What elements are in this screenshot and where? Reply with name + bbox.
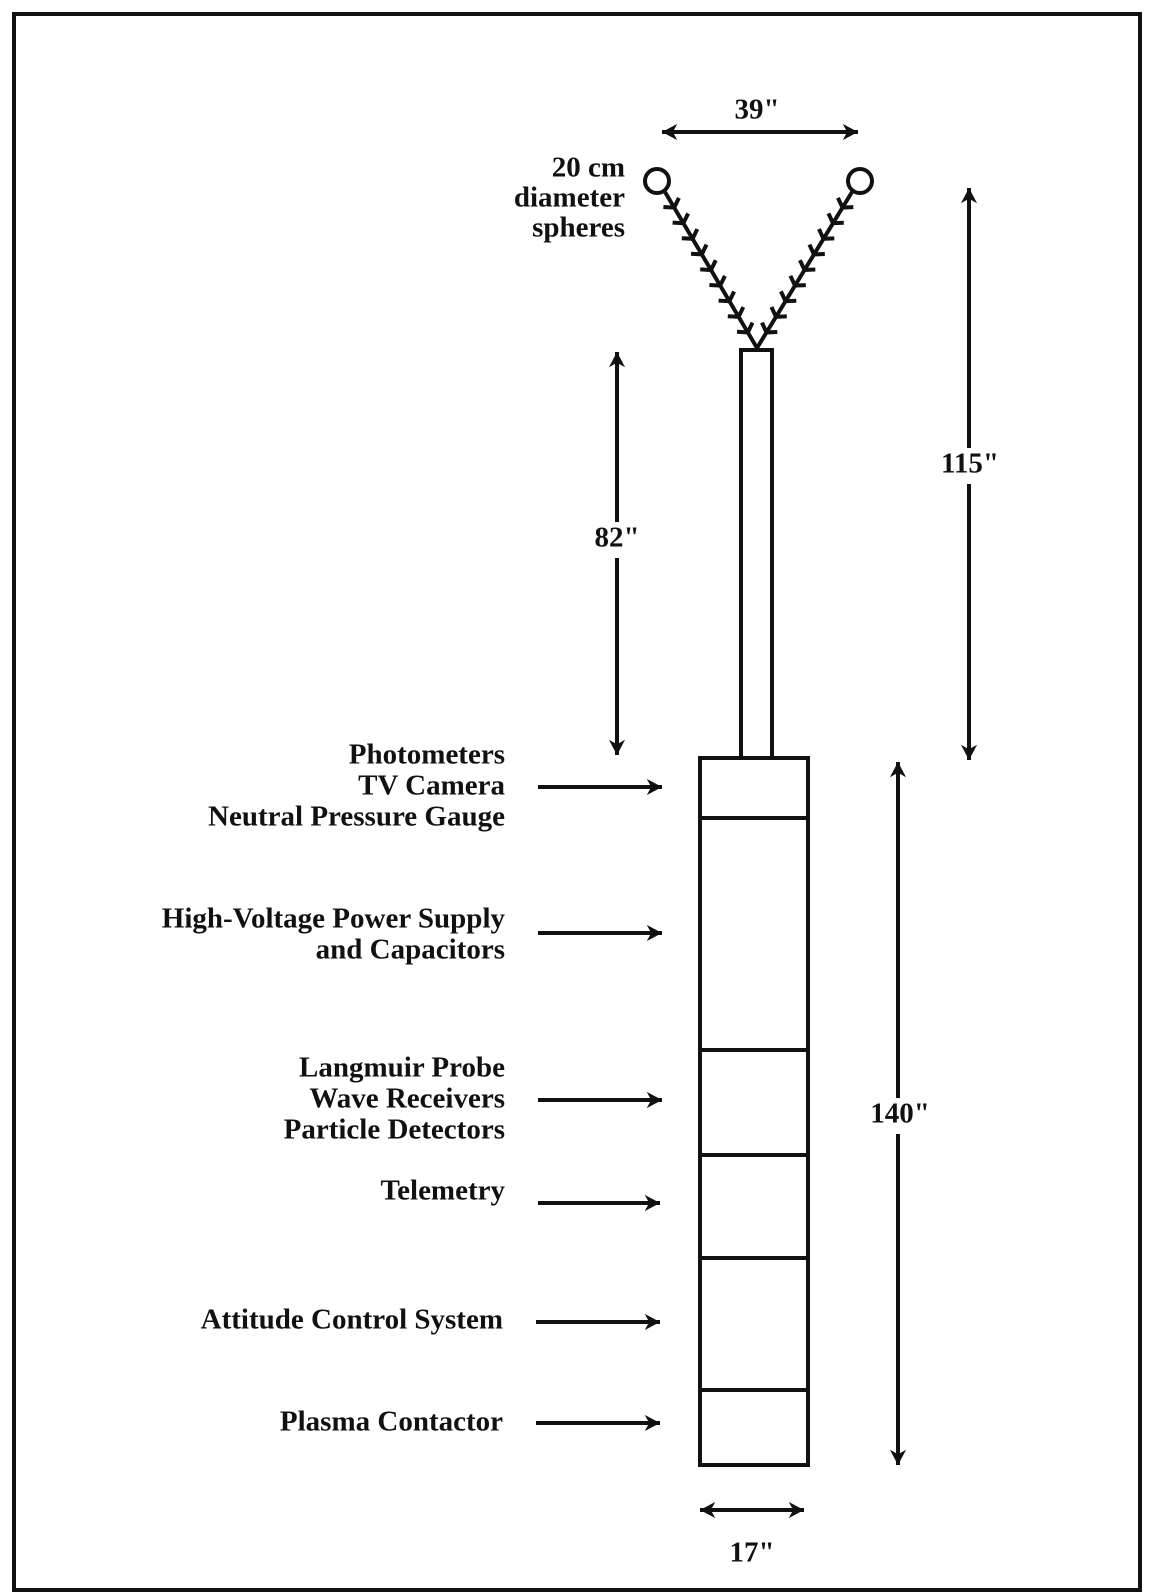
- payload-body: [698, 756, 810, 1467]
- component-label: Wave Receivers: [309, 1083, 505, 1115]
- component-label: Photometers: [349, 739, 505, 771]
- sphere: [846, 167, 874, 195]
- boom: [739, 348, 774, 760]
- component-label: High-Voltage Power Supply: [162, 903, 506, 935]
- dimension-label: 82": [594, 522, 639, 554]
- dimension-label: 140": [870, 1098, 930, 1130]
- component-label: Neutral Pressure Gauge: [208, 801, 505, 833]
- component-label: Langmuir Probe: [299, 1052, 505, 1084]
- dimension-label: 17": [729, 1537, 774, 1569]
- arm-coil: [663, 196, 854, 335]
- component-label: Particle Detectors: [284, 1114, 505, 1146]
- component-label: Attitude Control System: [201, 1304, 503, 1336]
- label-bg: [936, 448, 1006, 484]
- sphere: [643, 167, 671, 195]
- sphere-label: diameter: [514, 182, 625, 214]
- sphere-label: 20 cm: [552, 152, 625, 184]
- component-label: and Capacitors: [316, 934, 505, 966]
- sphere-label: spheres: [532, 212, 625, 244]
- dimension-label: 115": [941, 448, 999, 480]
- label-bg: [590, 522, 644, 558]
- label-bg: [860, 1098, 938, 1134]
- frame: [12, 12, 1142, 1592]
- component-label: Plasma Contactor: [280, 1406, 503, 1438]
- component-label: TV Camera: [358, 770, 505, 802]
- dimension-label: 39": [734, 94, 779, 126]
- component-label: Telemetry: [380, 1175, 505, 1207]
